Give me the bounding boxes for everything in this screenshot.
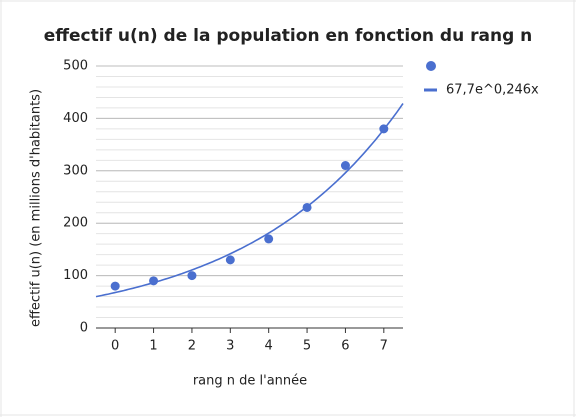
x-tick-label: 6 bbox=[341, 339, 349, 354]
x-axis-title: rang n de l'année bbox=[193, 374, 307, 389]
point bbox=[110, 281, 120, 291]
y-axis-title: effectif u(n) (en millions d'habitants) bbox=[29, 89, 44, 327]
point bbox=[149, 276, 159, 286]
x-tick-label: 4 bbox=[265, 339, 273, 354]
point bbox=[379, 124, 389, 134]
y-tick-label: 300 bbox=[63, 163, 88, 178]
point bbox=[187, 271, 197, 281]
point bbox=[340, 161, 350, 171]
trendline bbox=[95, 103, 404, 298]
y-tick-label: 500 bbox=[63, 59, 88, 74]
point bbox=[302, 202, 312, 212]
y-tick-label: 200 bbox=[63, 216, 88, 231]
point bbox=[225, 255, 235, 265]
x-tick-label: 3 bbox=[226, 339, 234, 354]
y-tick-label: 0 bbox=[80, 321, 88, 336]
x-tick-label: 1 bbox=[149, 339, 157, 354]
y-tick-label: 100 bbox=[63, 268, 88, 283]
legend-marker bbox=[426, 61, 436, 71]
y-tick-label: 400 bbox=[63, 111, 88, 126]
legend-label: 67,7e^0,246x bbox=[446, 83, 539, 98]
x-tick-label: 0 bbox=[111, 339, 119, 354]
point bbox=[264, 234, 274, 244]
chart-title: effectif u(n) de la population en foncti… bbox=[44, 26, 533, 46]
x-tick-label: 5 bbox=[303, 339, 311, 354]
x-tick-label: 7 bbox=[380, 339, 388, 354]
x-tick-label: 2 bbox=[188, 339, 196, 354]
